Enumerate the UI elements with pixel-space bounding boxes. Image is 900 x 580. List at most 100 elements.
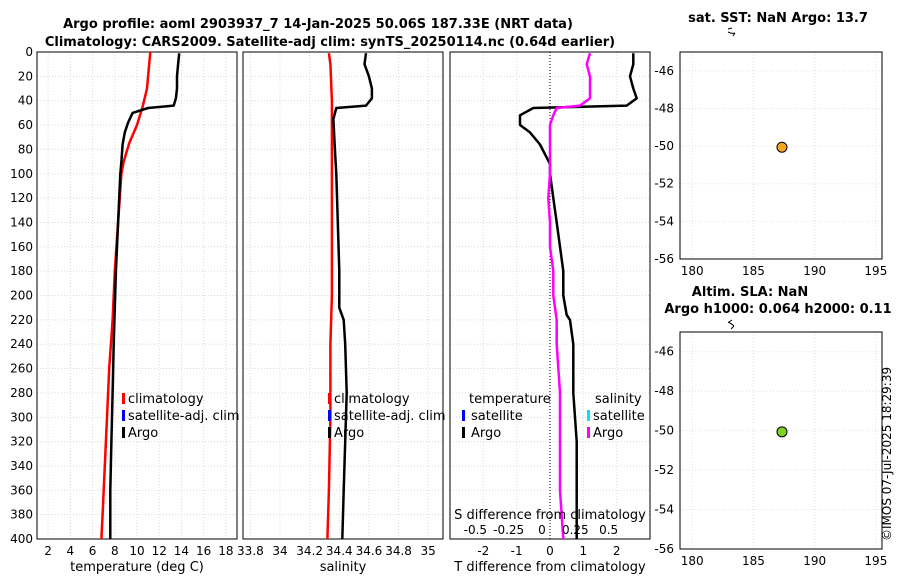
x-tick-label: 35: [421, 544, 436, 558]
y-tick-label: 240: [10, 337, 33, 351]
y-tick-label: -48: [654, 384, 674, 398]
y-tick-label: 380: [10, 508, 33, 522]
sla-map-panel: -46 -48 -50 -52 -54 -56 180 185 190 195 Altim. SLA…: [654, 285, 891, 568]
legend-swatch: [462, 427, 465, 438]
s-tick-label: -0.25: [493, 523, 524, 537]
s-tick-label: -0.5: [464, 523, 487, 537]
legend-label: Argo: [593, 426, 623, 441]
y-tick-label: -48: [654, 101, 674, 115]
watermark: ©IMOS 07-Jul-2025 18:29:39: [880, 367, 894, 541]
coastline-glyph: [727, 319, 735, 330]
series-line-argo: [332, 53, 374, 540]
x-tick-label: 185: [742, 264, 765, 278]
legend-label: climatology: [128, 392, 204, 407]
y-tick-label: 100: [10, 167, 33, 181]
x-tick-label: -2: [477, 544, 489, 558]
series-line-s-difference-argo-: [547, 52, 592, 540]
x-tick-label: 33.8: [237, 544, 264, 558]
x-tick-label: 34.8: [385, 544, 412, 558]
x-tick-label: 34: [272, 544, 287, 558]
y-tick-label: 0: [25, 45, 33, 59]
x-tick-label: 190: [803, 264, 826, 278]
y-tick-label: -46: [654, 64, 674, 78]
legend-label: temperature: [469, 392, 551, 407]
y-tick-label: 400: [10, 532, 33, 546]
x-tick-label: 12: [152, 544, 167, 558]
y-tick-label: 180: [10, 264, 33, 278]
s-diff-label: S difference from climatology: [454, 508, 646, 523]
legend-swatch: [587, 427, 590, 438]
y-tick-label: 280: [10, 386, 33, 400]
y-tick-label: 20: [18, 69, 33, 83]
y-tick-label: 200: [10, 289, 33, 303]
legend-label: satellite: [471, 409, 523, 424]
y-tick-label: 80: [18, 142, 33, 156]
y-tick-label: -52: [654, 177, 674, 191]
x-tick-label: 10: [129, 544, 144, 558]
legend-label: salinity: [595, 392, 642, 407]
s-tick-label: 0.5: [599, 523, 618, 537]
y-tick-label: 300: [10, 410, 33, 424]
sst-map-panel: -46 -48 -50 -52 -54 -56 180 185 190 195 sat. SST: …: [654, 11, 887, 278]
legend-label: satellite-adj. clim: [128, 409, 240, 424]
y-tick-label: -54: [654, 214, 674, 228]
x-tick-label: 195: [864, 554, 887, 568]
y-tick-label: 360: [10, 483, 33, 497]
y-tick-label: 140: [10, 215, 33, 229]
coastline-glyph: [727, 27, 736, 37]
x-tick-label: 180: [681, 554, 704, 568]
y-tick-label: 320: [10, 435, 33, 449]
axes-frame: [679, 331, 883, 550]
y-tick-label: -52: [654, 463, 674, 477]
x-tick-label: 0: [546, 544, 554, 558]
y-tick-label: 340: [10, 459, 33, 473]
title-line2: Climatology: CARS2009. Satellite-adj cli…: [45, 35, 615, 50]
x-tick-label: 34.6: [356, 544, 383, 558]
legend-swatch: [462, 410, 465, 421]
map-subtitle: Argo h1000: 0.064 h2000: 0.11: [664, 302, 891, 317]
legend-swatch: [122, 410, 125, 421]
argo-location-marker: [776, 141, 788, 153]
y-tick-label: -50: [654, 139, 674, 153]
s-tick-label: 0: [538, 523, 546, 537]
legend-swatch: [328, 427, 331, 438]
x-tick-label: 4: [67, 544, 75, 558]
difference-panel: -2 -1 0 1 2 T difference from climatology temp…: [449, 51, 651, 575]
legend-label: satellite-adj. clim: [334, 409, 446, 424]
x-tick-label: 190: [803, 554, 826, 568]
x-tick-label: 185: [742, 554, 765, 568]
x-tick-label: 16: [196, 544, 211, 558]
y-tick-label: -56: [654, 252, 674, 266]
y-tick-label: 120: [10, 191, 33, 205]
y-tick-label: -54: [654, 503, 674, 517]
legend-label: Argo: [334, 426, 364, 441]
legend-label: climatology: [334, 392, 410, 407]
y-tick-label: 220: [10, 313, 33, 327]
x-tick-label: -1: [511, 544, 523, 558]
title-line1: Argo profile: aoml 2903937_7 14-Jan-2025…: [63, 17, 573, 32]
x-tick-label: 1: [580, 544, 588, 558]
temperature-panel: 2 4 6 8 10 12 14 16 1802040608010012014016018020…: [10, 45, 240, 575]
x-tick-label: 2: [44, 544, 52, 558]
x-axis-label: salinity: [320, 560, 367, 575]
x-tick-label: 34.2: [296, 544, 323, 558]
argo-location-marker: [776, 426, 788, 438]
x-tick-label: 14: [174, 544, 189, 558]
y-tick-label: -50: [654, 424, 674, 438]
axes-frame: [679, 51, 883, 260]
x-tick-label: 6: [89, 544, 97, 558]
axes-frame: [36, 51, 238, 540]
y-tick-label: 160: [10, 240, 33, 254]
x-axis-label: T difference from climatology: [453, 560, 646, 575]
y-tick-label: 40: [18, 94, 33, 108]
legend-label: satellite: [593, 409, 645, 424]
salinity-panel: 33.8 34 34.2 34.4 34.6 34.8 35 salinity climatol…: [237, 51, 446, 575]
y-tick-label: 60: [18, 118, 33, 132]
legend-swatch: [122, 427, 125, 438]
legend-label: Argo: [471, 426, 501, 441]
y-tick-label: -56: [654, 542, 674, 556]
x-tick-label: 34.4: [326, 544, 353, 558]
legend-swatch: [328, 393, 331, 404]
series-line-climatology: [326, 53, 334, 540]
x-tick-label: 8: [111, 544, 119, 558]
